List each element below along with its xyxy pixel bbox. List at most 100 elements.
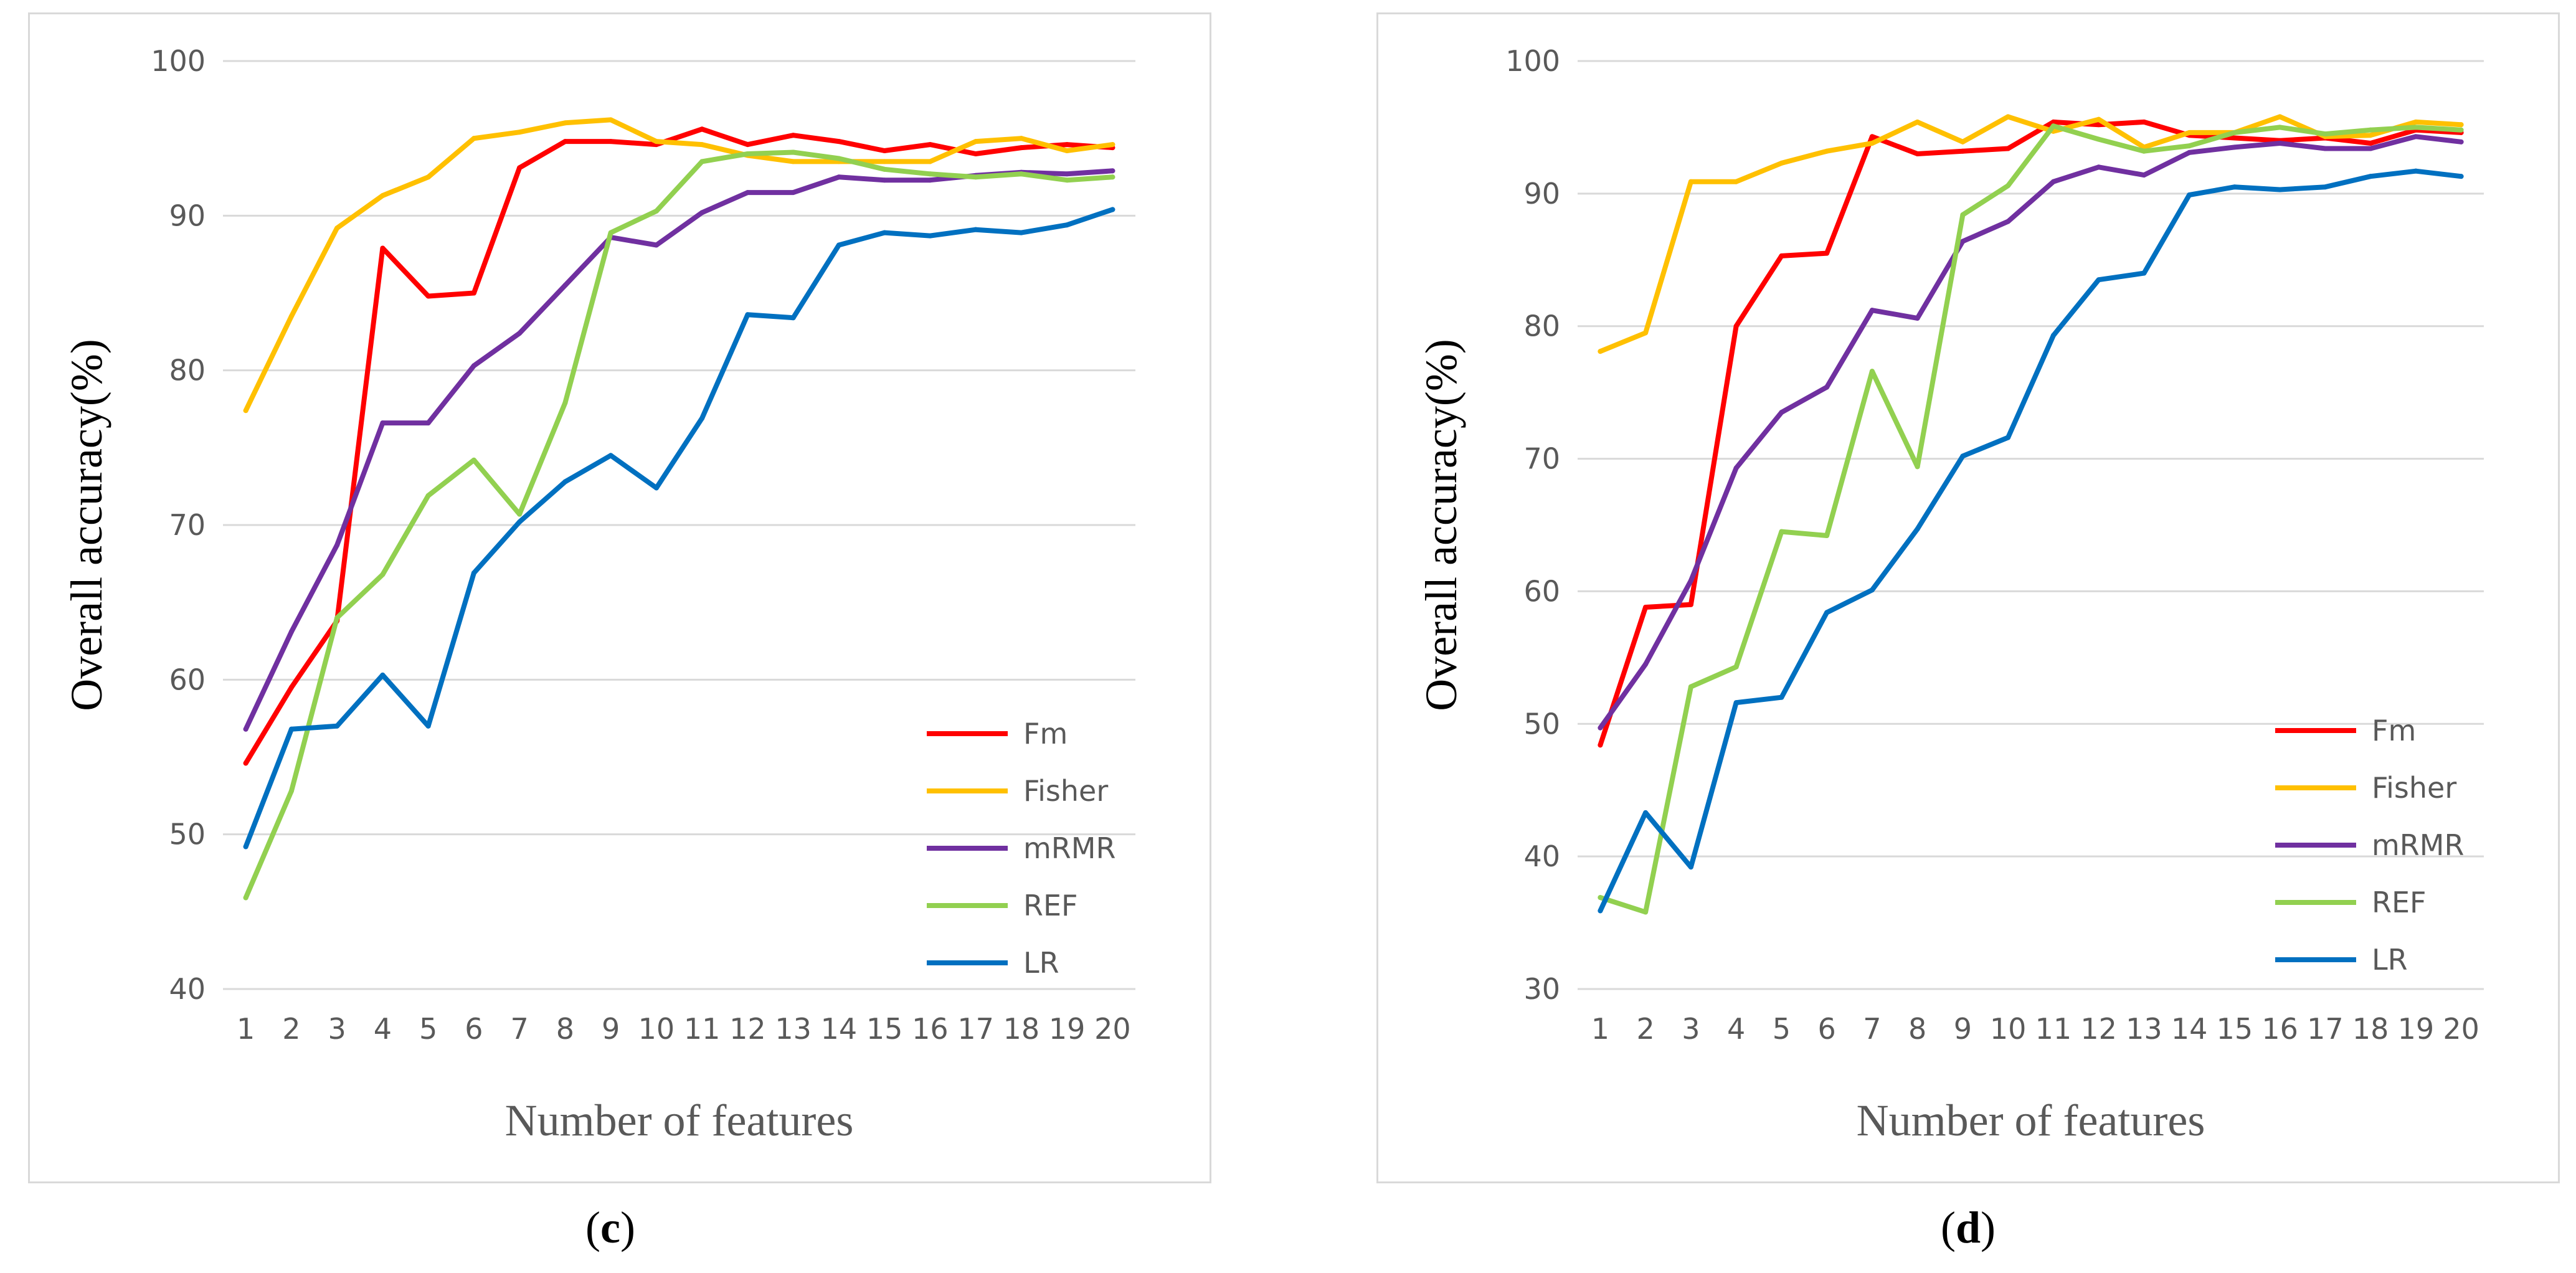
data-point [927, 142, 933, 148]
data-point [1598, 742, 1603, 748]
data-point [1110, 168, 1115, 174]
data-point [380, 193, 386, 199]
data-point [2232, 135, 2237, 141]
data-point [2005, 219, 2011, 224]
x-tick-label: 6 [1817, 1012, 1835, 1046]
series-line-fm [1598, 119, 2464, 748]
y-tick-label: 90 [169, 199, 206, 232]
data-point [1688, 179, 1693, 184]
data-point [973, 151, 978, 156]
data-point [608, 139, 613, 144]
data-point [745, 190, 751, 196]
data-point [653, 208, 659, 214]
legend-label-ref: REF [2372, 886, 2427, 919]
data-point [380, 420, 386, 426]
y-tick-label: 40 [1523, 840, 1560, 873]
data-point [790, 190, 796, 196]
legend-label-fisher: Fisher [2372, 771, 2456, 805]
x-tick-label: 15 [2217, 1012, 2253, 1046]
data-point [927, 171, 933, 177]
x-tick-label: 14 [821, 1012, 858, 1046]
data-point [243, 760, 249, 766]
data-point [2277, 125, 2283, 130]
x-tick-label: 17 [2307, 1012, 2344, 1046]
series-lr [1598, 168, 2464, 914]
data-point [1110, 174, 1115, 180]
series-ref [1598, 123, 2464, 915]
series-fisher [243, 117, 1115, 414]
data-point [745, 312, 751, 318]
data-point [927, 177, 933, 183]
data-point [1064, 148, 1070, 154]
data-point [2141, 270, 2147, 276]
x-tick-label: 6 [465, 1012, 483, 1046]
legend: Fm Fisher mRMR REF LR [2275, 714, 2464, 977]
data-point [2141, 119, 2147, 125]
data-point [2413, 119, 2418, 125]
data-point [2005, 183, 2011, 189]
data-point [1779, 694, 1784, 700]
x-tick-label: 9 [602, 1012, 620, 1046]
x-tick-label: 15 [866, 1012, 903, 1046]
x-tick-label: 19 [1049, 1012, 1086, 1046]
data-point [973, 139, 978, 144]
legend-label-fisher: Fisher [1023, 774, 1108, 808]
legend-label-lr: LR [2372, 943, 2408, 977]
data-point [1643, 604, 1649, 610]
data-point [836, 174, 841, 180]
data-point [1824, 148, 1830, 154]
data-point [2050, 123, 2056, 129]
series-line-ref [1598, 123, 2464, 915]
y-tick-label: 40 [169, 972, 206, 1006]
data-point [836, 242, 841, 248]
legend: Fm Fisher mRMR REF LR [927, 717, 1115, 980]
data-point [288, 788, 294, 794]
y-tick-label: 70 [1523, 442, 1560, 476]
data-point [517, 519, 523, 525]
x-tick-label: 16 [2261, 1012, 2298, 1046]
data-point [2458, 127, 2464, 133]
data-point [1018, 171, 1024, 177]
data-point [1643, 661, 1649, 667]
y-tick-label: 100 [1505, 44, 1560, 78]
data-point [425, 174, 431, 180]
data-point [1960, 148, 1966, 154]
data-point [2413, 134, 2418, 140]
data-point [882, 230, 888, 235]
x-tick-label: 5 [419, 1012, 437, 1046]
data-point [927, 159, 933, 164]
data-point [973, 227, 978, 232]
series-line-fisher [243, 117, 1115, 414]
data-point [243, 726, 249, 732]
x-tick-label: 1 [237, 1012, 255, 1046]
data-point [2141, 148, 2147, 154]
series-line-lr [1598, 168, 2464, 914]
data-point [1733, 179, 1739, 184]
data-point [243, 895, 249, 901]
data-point [425, 420, 431, 426]
y-tick-label: 50 [169, 818, 206, 851]
x-tick-label: 19 [2398, 1012, 2435, 1046]
data-point [1915, 526, 1920, 532]
y-tick-label: 30 [1523, 972, 1560, 1006]
data-point [1733, 465, 1739, 471]
chart-c-frame: 40 50 60 70 80 90 100 1 2 3 4 5 6 7 8 9 10 11 12 13 14 15 16 17… [28, 12, 1211, 1183]
y-tick-label: 90 [1523, 177, 1560, 211]
data-point [882, 166, 888, 172]
data-point [2050, 179, 2056, 184]
data-point [334, 225, 340, 231]
data-point [1733, 700, 1739, 706]
data-point [1733, 323, 1739, 329]
x-tick-label: 13 [2126, 1012, 2162, 1046]
series-line-ref [243, 149, 1115, 901]
data-point [2050, 119, 2056, 125]
data-point [1018, 136, 1024, 141]
data-point [380, 672, 386, 678]
data-point [1960, 453, 1966, 459]
data-point [2368, 140, 2374, 146]
data-point [2368, 133, 2374, 138]
data-point [608, 117, 613, 123]
series-fm [1598, 119, 2464, 748]
data-point [1643, 330, 1649, 336]
data-point [2368, 127, 2374, 133]
